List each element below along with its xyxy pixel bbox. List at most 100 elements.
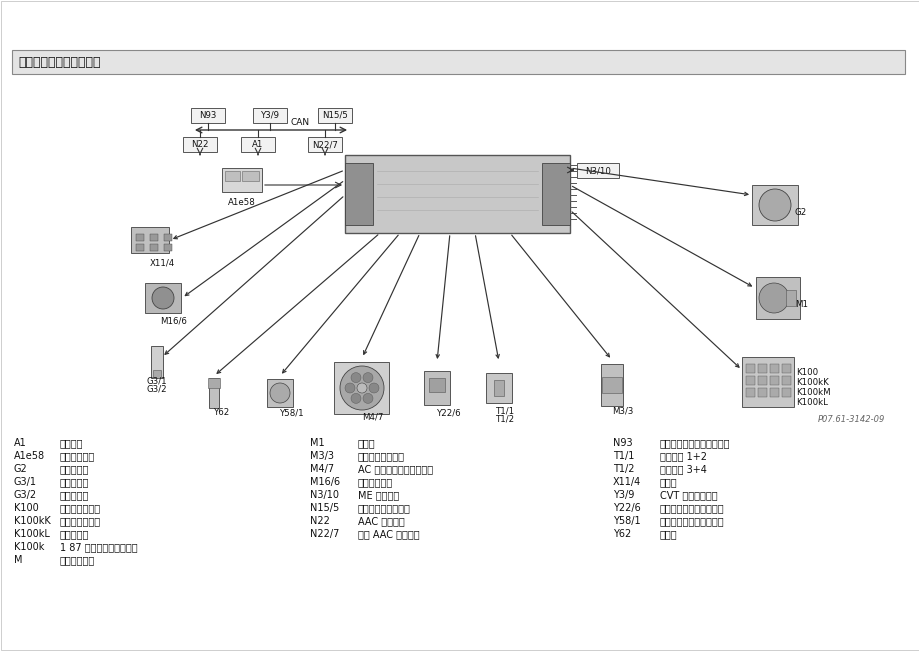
Text: N93: N93 [612,438,632,448]
Circle shape [351,372,360,383]
Bar [225,171,240,181]
Circle shape [363,393,372,404]
Text: 保险和继电器盒: 保险和继电器盒 [60,516,101,526]
Text: K100kK: K100kK [14,516,51,526]
Bar [757,388,766,397]
Text: N3/10: N3/10 [310,490,338,500]
Text: 舒适 AAC 控制模块: 舒适 AAC 控制模块 [357,529,419,539]
Bar [164,234,172,241]
Bar [601,377,621,393]
Bar [136,234,144,241]
Text: A1: A1 [252,140,264,149]
Text: 组合仪表: 组合仪表 [60,438,84,448]
Text: 交流发电机: 交流发电机 [60,464,89,474]
Text: G2: G2 [794,208,806,217]
Text: 电子选择杆控制模块: 电子选择杆控制模块 [357,503,411,513]
Text: N22: N22 [310,516,330,526]
Text: Y22/6: Y22/6 [612,503,640,513]
Bar [745,376,754,385]
Text: 油泵及油位传感器: 油泵及油位传感器 [357,451,404,461]
Text: N15/5: N15/5 [310,503,339,513]
Bar [164,244,172,251]
Bar [785,290,795,306]
Bar [209,378,219,408]
Bar [130,227,169,253]
Text: 发动机控制单元输出信号: 发动机控制单元输出信号 [18,55,100,68]
Text: K100: K100 [795,368,817,377]
Text: N22/7: N22/7 [310,529,339,539]
Text: G3/2: G3/2 [147,384,167,393]
Bar [345,155,570,233]
Text: CVT 电子控制模块: CVT 电子控制模块 [659,490,717,500]
Bar [769,376,778,385]
Text: Y62: Y62 [214,408,230,417]
Text: M: M [14,555,22,565]
Bar [494,380,504,396]
Text: T1/2: T1/2 [612,464,634,474]
Text: M4/7: M4/7 [361,413,383,422]
Bar [769,388,778,397]
Text: 可变进气控制阀吉清理阀: 可变进气控制阀吉清理阀 [659,516,724,526]
Text: AAC 控制模块: AAC 控制模块 [357,516,404,526]
Text: M16/6: M16/6 [310,477,340,487]
Text: G3/1: G3/1 [14,477,37,487]
Text: Y22/6: Y22/6 [437,408,461,417]
Bar [424,371,449,405]
Bar [208,378,220,388]
Text: 起动机继电器: 起动机继电器 [60,555,96,565]
Text: Y3/9: Y3/9 [612,490,634,500]
Circle shape [152,287,174,309]
Bar [318,108,352,123]
Circle shape [340,366,383,410]
Text: CAN: CAN [290,118,309,127]
Bar [757,364,766,373]
Text: N93: N93 [199,111,217,120]
Text: Y62: Y62 [612,529,630,539]
Bar [755,277,800,319]
Text: M3/3: M3/3 [611,407,632,416]
Bar [242,171,259,181]
Text: X11/4: X11/4 [612,477,641,487]
Bar [267,379,292,407]
Bar [191,108,225,123]
Bar [757,376,766,385]
Text: Y3/9: Y3/9 [260,111,279,120]
Text: M16/6: M16/6 [160,316,187,325]
Text: 喷油嘴: 喷油嘴 [659,529,677,539]
Text: T1/2: T1/2 [495,415,515,424]
Text: T1/1: T1/1 [495,407,515,416]
Bar [12,50,904,74]
Text: N15/5: N15/5 [322,111,347,120]
Text: Y58/1: Y58/1 [279,408,304,417]
Text: N22/7: N22/7 [312,140,337,149]
Bar [485,373,512,403]
Circle shape [363,372,372,383]
Text: G2: G2 [14,464,28,474]
Text: M3/3: M3/3 [310,451,334,461]
Bar [150,234,158,241]
Bar [153,370,161,378]
Text: N3/10: N3/10 [584,166,610,175]
Bar [742,357,793,407]
Bar [745,388,754,397]
Circle shape [345,383,355,393]
Text: X11/4: X11/4 [150,258,175,267]
Text: K100kM: K100kM [795,388,830,397]
Text: K100k: K100k [14,542,44,552]
Text: M4/7: M4/7 [310,464,334,474]
Text: 发动机故障灯: 发动机故障灯 [60,451,96,461]
Bar [428,378,445,392]
Bar [600,364,622,406]
Text: G3/2: G3/2 [14,490,37,500]
Bar [576,163,618,178]
Text: 1 87 端点继电器，发动机: 1 87 端点继电器，发动机 [60,542,138,552]
Bar [769,364,778,373]
Bar [145,283,181,313]
Text: 点火线圈 1+2: 点火线圈 1+2 [659,451,706,461]
Bar [151,346,163,378]
Text: M1: M1 [794,300,807,309]
Bar [751,185,797,225]
Text: 前氧传感器: 前氧传感器 [60,490,89,500]
Text: P07.61-3142-09: P07.61-3142-09 [817,415,884,424]
Bar [335,362,389,414]
